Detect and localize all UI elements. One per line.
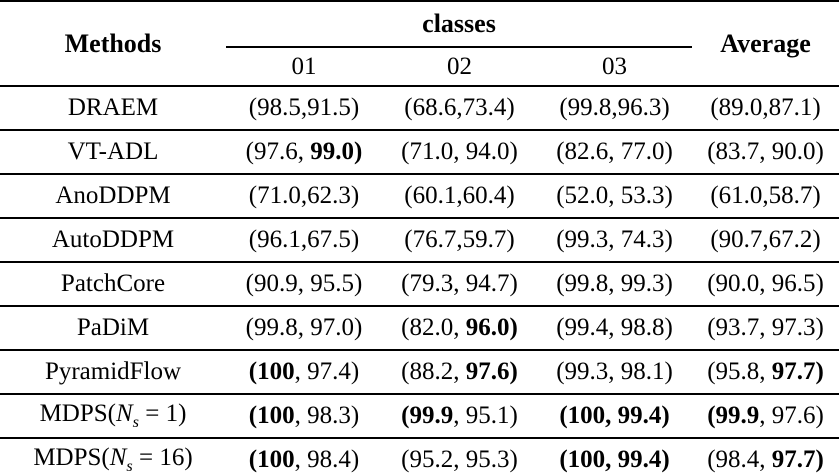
value-cell: (99.3, 98.1) <box>537 350 693 395</box>
value-cell: (100, 99.4) <box>537 438 693 475</box>
header-row-top: Methods classes Average <box>0 1 839 87</box>
table-row: DRAEM (98.5,91.5) (68.6,73.4) (99.8,96.3) (8… <box>0 86 839 131</box>
methods-column-header: Methods <box>0 1 226 87</box>
table-body: DRAEM (98.5,91.5) (68.6,73.4) (99.8,96.3) (8… <box>0 86 839 475</box>
method-cell: AnoDDPM <box>0 174 226 219</box>
method-cell: PatchCore <box>0 262 226 307</box>
value-cell: (83.7, 90.0) <box>692 130 839 175</box>
method-cell: VT-ADL <box>0 130 226 175</box>
value-cell: (82.6, 77.0) <box>537 130 693 175</box>
value-cell: (90.0, 96.5) <box>692 262 839 307</box>
method-cell: PyramidFlow <box>0 350 226 395</box>
value-cell: (93.7, 97.3) <box>692 306 839 351</box>
value-cell: (76.7,59.7) <box>382 218 537 263</box>
value-cell: (89.0,87.1) <box>692 86 839 131</box>
table-row: PaDiM (99.8, 97.0) (82.0, 96.0) (99.4, 98.8… <box>0 306 839 351</box>
value-cell: (95.2, 95.3) <box>382 438 537 475</box>
value-cell: (99.4, 98.8) <box>537 306 693 351</box>
value-cell: (99.9, 95.1) <box>382 394 537 439</box>
class-column-01: 01 <box>226 47 382 87</box>
value-cell: (98.5,91.5) <box>226 86 382 131</box>
class-column-03: 03 <box>537 47 693 87</box>
method-cell: MDPS(Ns = 1) <box>0 394 226 439</box>
average-column-header: Average <box>692 1 839 87</box>
table-row: MDPS(Ns = 16) (100, 98.4) (95.2, 95.3) (100… <box>0 438 839 475</box>
value-cell: (88.2, 97.6) <box>382 350 537 395</box>
table-row: MDPS(Ns = 1) (100, 98.3) (99.9, 95.1) (100,… <box>0 394 839 439</box>
value-cell: (71.0, 94.0) <box>382 130 537 175</box>
value-cell: (99.3, 74.3) <box>537 218 693 263</box>
value-cell: (99.8, 97.0) <box>226 306 382 351</box>
value-cell: (100, 98.4) <box>226 438 382 475</box>
value-cell: (97.6, 99.0) <box>226 130 382 175</box>
value-cell: (95.8, 97.7) <box>692 350 839 395</box>
value-cell: (99.9, 97.6) <box>692 394 839 439</box>
method-cell: MDPS(Ns = 16) <box>0 438 226 475</box>
method-cell: DRAEM <box>0 86 226 131</box>
value-cell: (79.3, 94.7) <box>382 262 537 307</box>
value-cell: (99.8,96.3) <box>537 86 693 131</box>
value-cell: (100, 98.3) <box>226 394 382 439</box>
value-cell: (90.7,67.2) <box>692 218 839 263</box>
value-cell: (71.0,62.3) <box>226 174 382 219</box>
value-cell: (100, 99.4) <box>537 394 693 439</box>
method-cell: PaDiM <box>0 306 226 351</box>
table-row: AnoDDPM (71.0,62.3) (60.1,60.4) (52.0, 53.3… <box>0 174 839 219</box>
classes-group-header: classes <box>226 1 693 48</box>
value-cell: (98.4, 97.7) <box>692 438 839 475</box>
table-row: AutoDDPM (96.1,67.5) (76.7,59.7) (99.3, 74.… <box>0 218 839 263</box>
value-cell: (90.9, 95.5) <box>226 262 382 307</box>
table-row: PatchCore (90.9, 95.5) (79.3, 94.7) (99.8, … <box>0 262 839 307</box>
table-row: PyramidFlow (100, 97.4) (88.2, 97.6) (99.3,… <box>0 350 839 395</box>
value-cell: (99.8, 99.3) <box>537 262 693 307</box>
header-row-classes: 01 02 03 <box>0 47 839 87</box>
value-cell: (100, 97.4) <box>226 350 382 395</box>
value-cell: (82.0, 96.0) <box>382 306 537 351</box>
value-cell: (61.0,58.7) <box>692 174 839 219</box>
value-cell: (96.1,67.5) <box>226 218 382 263</box>
method-cell: AutoDDPM <box>0 218 226 263</box>
value-cell: (52.0, 53.3) <box>537 174 693 219</box>
table-header: Methods classes Average 01 02 03 <box>0 1 839 87</box>
class-column-02: 02 <box>382 47 537 87</box>
value-cell: (60.1,60.4) <box>382 174 537 219</box>
table-row: VT-ADL (97.6, 99.0) (71.0, 94.0) (82.6, 77.… <box>0 130 839 175</box>
value-cell: (68.6,73.4) <box>382 86 537 131</box>
